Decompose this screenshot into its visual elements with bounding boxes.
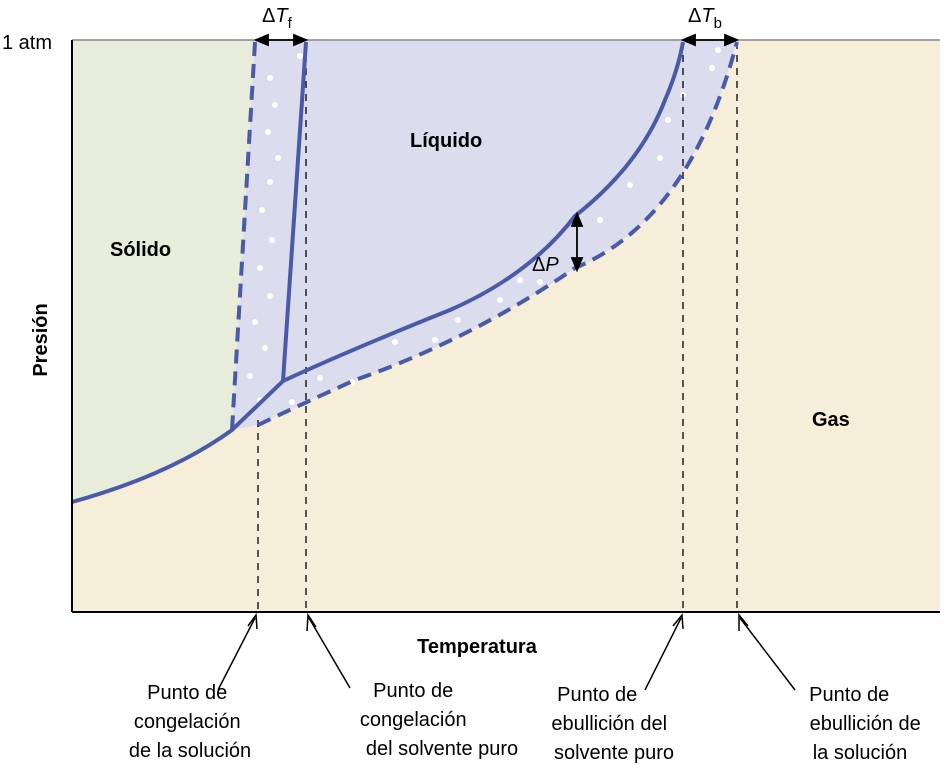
solid-region-label: Sólido <box>110 239 171 261</box>
delta-tf-label: ΔTf <box>262 5 293 32</box>
annotation-freeze-solution: Punto de congelación de la solución <box>129 682 251 762</box>
solvent-curves <box>71 41 685 504</box>
solid-region <box>72 40 255 502</box>
one-atm-label: 1 atm <box>2 32 52 54</box>
liquid-region-solution <box>232 40 737 430</box>
delta-p-arrow <box>570 211 584 273</box>
solution-band-dots <box>247 47 721 405</box>
annotation-boil-solution: Punto de ebullición de la solución <box>809 684 926 764</box>
delta-tf-arrow <box>253 33 309 47</box>
annotation-arrows <box>217 612 796 691</box>
y-axis-label: Presión <box>30 303 52 376</box>
reference-dashed-lines <box>257 42 738 612</box>
x-axis-label: Temperatura <box>417 636 538 658</box>
gas-region-label: Gas <box>812 409 850 431</box>
axes <box>71 40 940 613</box>
annotation-freeze-solvent: Punto de congelación del solvente puro <box>360 680 518 760</box>
delta-p-label: ΔP <box>532 254 559 276</box>
liquid-region-label: Líquido <box>410 130 482 152</box>
solution-curves <box>230 41 739 431</box>
annotation-boil-solvent: Punto de ebullición del solvente puro <box>551 684 674 764</box>
delta-tb-arrow <box>680 33 740 47</box>
delta-tb-label: ΔTb <box>688 5 722 32</box>
